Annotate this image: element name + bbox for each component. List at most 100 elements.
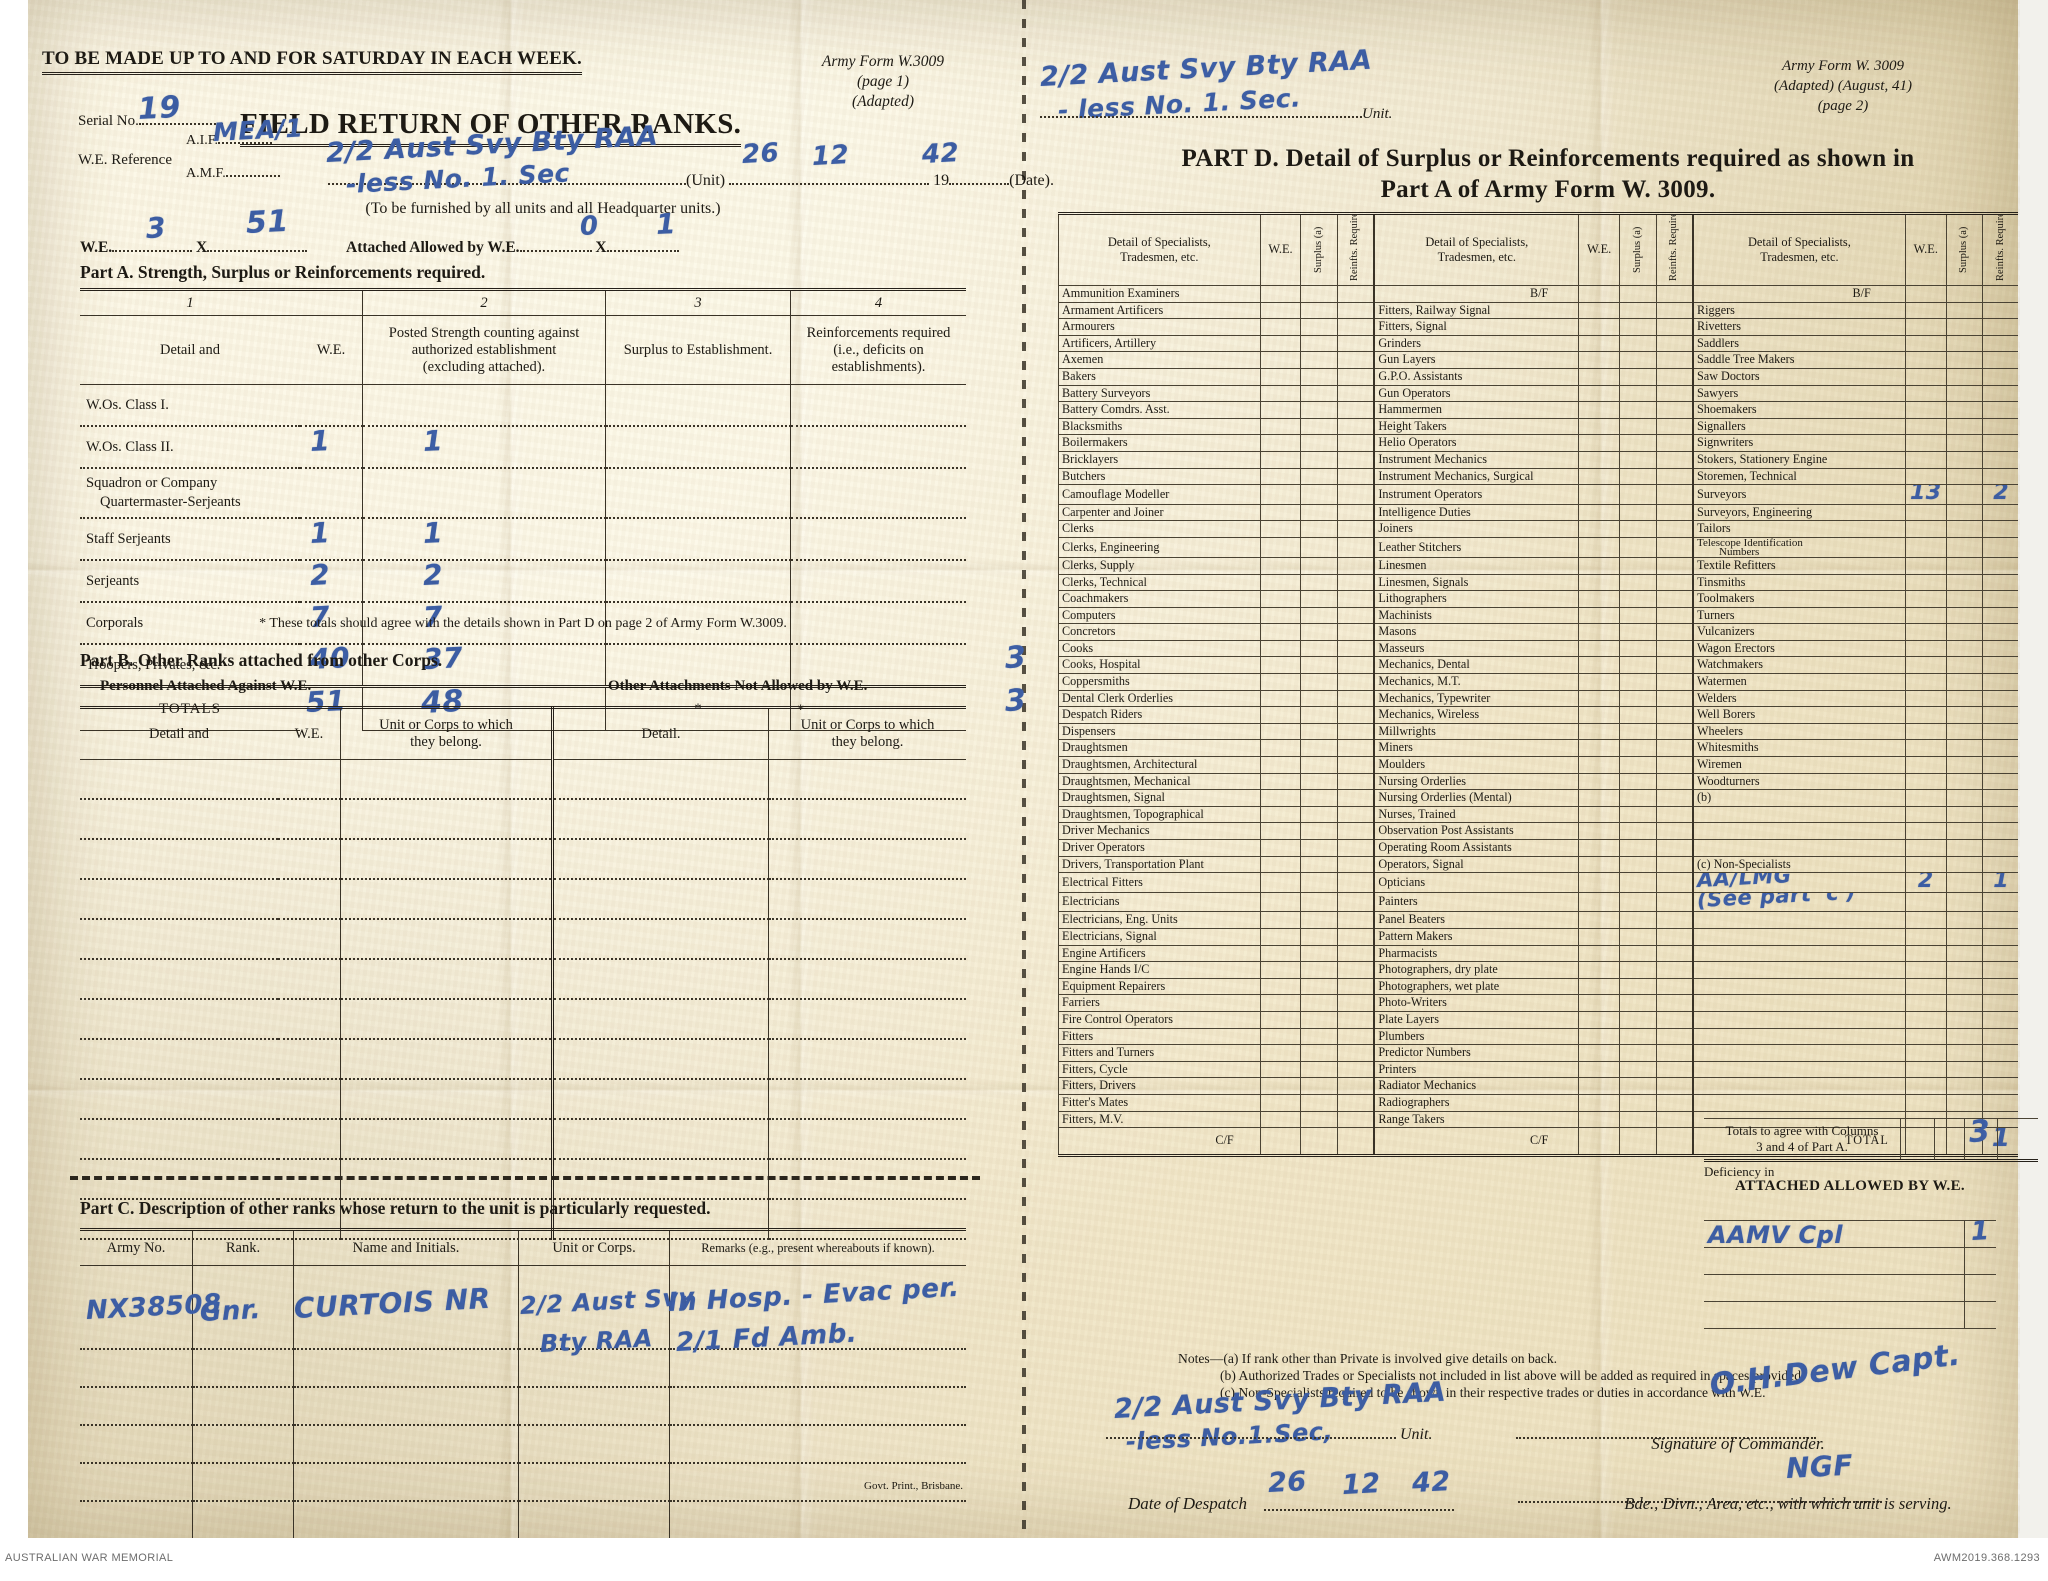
cell-reinfts [1982, 623, 2020, 641]
cell-surplus [1300, 927, 1338, 946]
cell-surplus [1945, 484, 1984, 505]
part-a-body: W.Os. Class I. W.Os. Class II. 1 1 Squadron … [80, 384, 1027, 688]
cell-detail-2 [552, 1079, 769, 1120]
cell-unit-corps-2 [768, 919, 966, 960]
cell-surplus [1945, 1010, 1984, 1029]
cell-trade-label: Wiremen [1691, 756, 1906, 774]
cell-we [1578, 467, 1620, 486]
cell-reinfts [1336, 911, 1375, 929]
cell-surplus [1619, 285, 1657, 303]
cell-surplus [1300, 739, 1338, 758]
cell-reinfts [1336, 285, 1375, 303]
cell-we [1259, 911, 1302, 929]
cell-reinf [790, 602, 966, 645]
cell-surplus [1619, 872, 1657, 893]
cell-surplus [1300, 639, 1338, 658]
cell-surplus [1300, 822, 1338, 840]
cell-trade-label: Observation Post Assistants [1373, 822, 1580, 840]
cell-reinfts [1655, 590, 1694, 608]
cell-name [293, 1349, 519, 1388]
cell-we [1259, 891, 1302, 913]
cell-surplus [1619, 1093, 1657, 1112]
cell-we [1578, 520, 1620, 538]
part-b-heading: Part B. Other Ranks attached from other … [80, 650, 443, 670]
cell-unit-corps-1 [340, 879, 554, 920]
cell-reinfts [1655, 1044, 1694, 1062]
cell-trade-label: Butchers [1058, 467, 1261, 486]
cell-we [1578, 318, 1620, 336]
part-a-colnum-row: 1 2 3 4 [80, 288, 966, 316]
cell-trade-label: Pattern Makers [1373, 927, 1580, 946]
cell-surplus [605, 560, 791, 603]
cell-trade-label: Coachmakers [1058, 590, 1261, 608]
cell-we [1578, 301, 1620, 320]
cell-we [1259, 822, 1302, 840]
cell-surplus [1619, 1110, 1657, 1129]
cell-surplus [605, 644, 791, 688]
cell-trade-label: Welders [1691, 689, 1906, 708]
cell-reinfts [1336, 536, 1375, 558]
cell-trade-label: Woodturners [1691, 772, 1906, 791]
cell-trade-label: Fitters, Drivers [1058, 1077, 1261, 1095]
cell-trade-label: Electricians, Signal [1058, 927, 1261, 946]
header-unit-corps-1: Unit or Corps to which they belong. [340, 706, 554, 760]
cell-reinfts [1982, 573, 2020, 592]
part-c-table: Army No. Rank. Name and Initials. Unit o… [80, 1228, 966, 1540]
cell-reinfts [1336, 839, 1375, 857]
cell-surplus [1945, 536, 1984, 558]
cell-surplus [1300, 1027, 1338, 1046]
cell-unit-corps [518, 1265, 670, 1350]
cell-detail-2 [552, 1039, 769, 1080]
cell-reinfts [1982, 961, 2020, 979]
cell-surplus [605, 426, 791, 469]
cell-we [1578, 351, 1620, 369]
cell-trade-label: Blacksmiths [1058, 417, 1261, 436]
part-b-sub-right: Other Attachments Not Allowed by W.E. [608, 678, 868, 694]
cell-reinfts [1655, 450, 1694, 469]
cell-trade-label: Sawyers [1691, 384, 1906, 403]
cell-trade-label: Intelligence Duties [1373, 503, 1580, 522]
cell-we [1259, 1110, 1302, 1129]
form-reference-page2: Army Form W. 3009 (Adapted) (August, 41)… [1774, 58, 1912, 114]
despatch-day: 26 [1267, 1466, 1308, 1499]
table-row: Despatch Riders Mechanics, Wireless Well B… [1058, 706, 2020, 724]
sig-unit-field: Unit. [1106, 1426, 1432, 1444]
cell-we [1259, 536, 1302, 558]
cell-reinfts [1336, 384, 1375, 403]
cell-reinfts [1982, 301, 2020, 320]
cell-rank [192, 1463, 294, 1502]
cell-we [1259, 1093, 1302, 1112]
cell-reinfts [1655, 639, 1694, 658]
cell-we [1578, 639, 1620, 658]
part-d-body: Ammunition Examiners B/F B/F Armament Artif… [1058, 285, 2020, 1158]
cell-trade-label: Saw Doctors [1691, 367, 1906, 386]
cell-we [1904, 1127, 1947, 1158]
cell-reinfts [1336, 484, 1375, 505]
cell-we [1904, 722, 1947, 741]
cell-we [1259, 334, 1302, 353]
cell-surplus [1619, 673, 1657, 691]
cell-we [1259, 285, 1302, 303]
cell-unit-corps-2 [768, 839, 966, 880]
cell-surplus [1619, 944, 1657, 963]
table-row: Axemen Gun Layers Saddle Tree Makers [1058, 351, 2020, 369]
cell-surplus [1300, 450, 1338, 469]
cell-we [1259, 573, 1302, 592]
cell-trade-label: Mechanics, Dental [1373, 656, 1580, 675]
cell-reinfts [1336, 944, 1375, 963]
col-number-1: 1 [80, 288, 300, 316]
cell-surplus [1300, 1093, 1338, 1112]
cell-trade-label [1691, 1010, 1906, 1029]
cell-surplus [1945, 606, 1984, 625]
cell-we [1578, 673, 1620, 691]
table-row: Clerks, Technical Linesmen, Signals Tinsmi… [1058, 573, 2020, 592]
cell-reinfts [1655, 689, 1694, 708]
cell-trade-label: Axemen [1058, 351, 1261, 369]
cell-we [1578, 891, 1620, 913]
cell-surplus [1945, 756, 1984, 774]
cell-surplus [1619, 520, 1657, 538]
cell-trade-label: Equipment Repairers [1058, 977, 1261, 996]
cell-we [1259, 401, 1302, 419]
cell-we [1259, 689, 1302, 708]
cell-trade-label [1691, 944, 1906, 963]
